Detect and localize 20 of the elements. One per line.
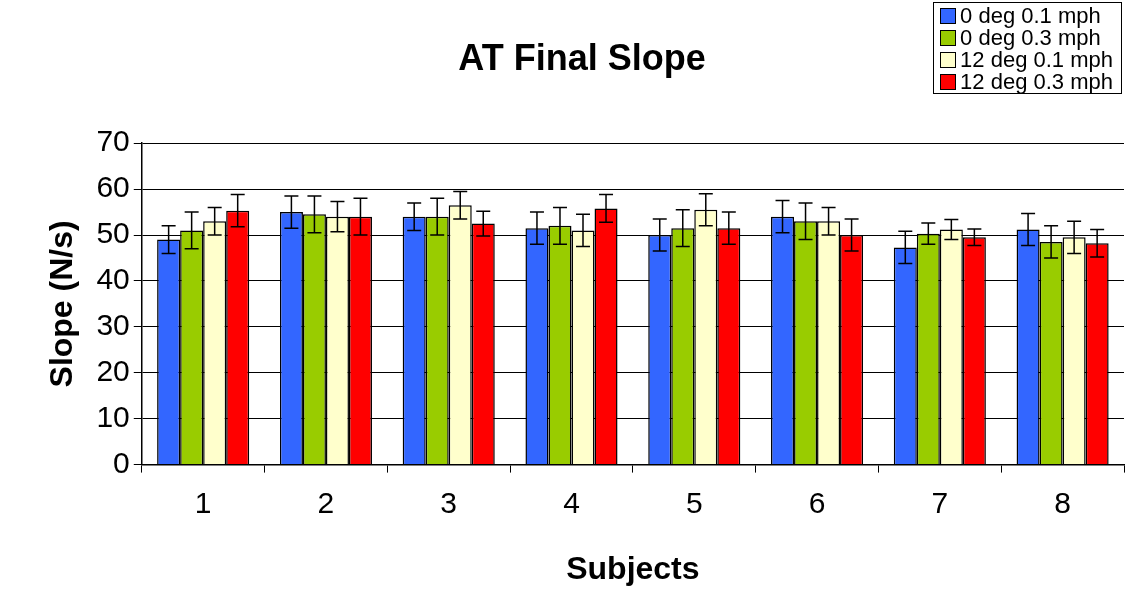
y-tick-label: 10 bbox=[96, 399, 130, 433]
x-tick-label: 6 bbox=[808, 485, 826, 519]
y-tick-label: 40 bbox=[96, 262, 130, 296]
x-axis-title: Subjects bbox=[566, 549, 700, 586]
legend-label: 0 deg 0.1 mph bbox=[960, 3, 1101, 28]
y-tick-label: 20 bbox=[96, 354, 130, 388]
x-tick-label: 3 bbox=[440, 485, 458, 519]
x-tick-label: 4 bbox=[563, 485, 580, 519]
x-tick-label: 8 bbox=[1054, 485, 1071, 519]
y-tick-label: 50 bbox=[96, 216, 130, 250]
x-tick-label: 1 bbox=[194, 485, 212, 519]
y-tick-label: 30 bbox=[96, 308, 130, 342]
x-tick-label: 7 bbox=[931, 485, 949, 519]
chart-title: AT Final Slope bbox=[458, 36, 706, 78]
y-axis-title: Slope (N/s) bbox=[43, 220, 80, 388]
y-tick-label: 0 bbox=[113, 445, 130, 479]
y-tick-label: 70 bbox=[96, 124, 130, 158]
y-tick-label: 60 bbox=[96, 170, 130, 204]
x-tick-label: 2 bbox=[317, 485, 335, 519]
x-tick-label: 5 bbox=[685, 485, 703, 519]
